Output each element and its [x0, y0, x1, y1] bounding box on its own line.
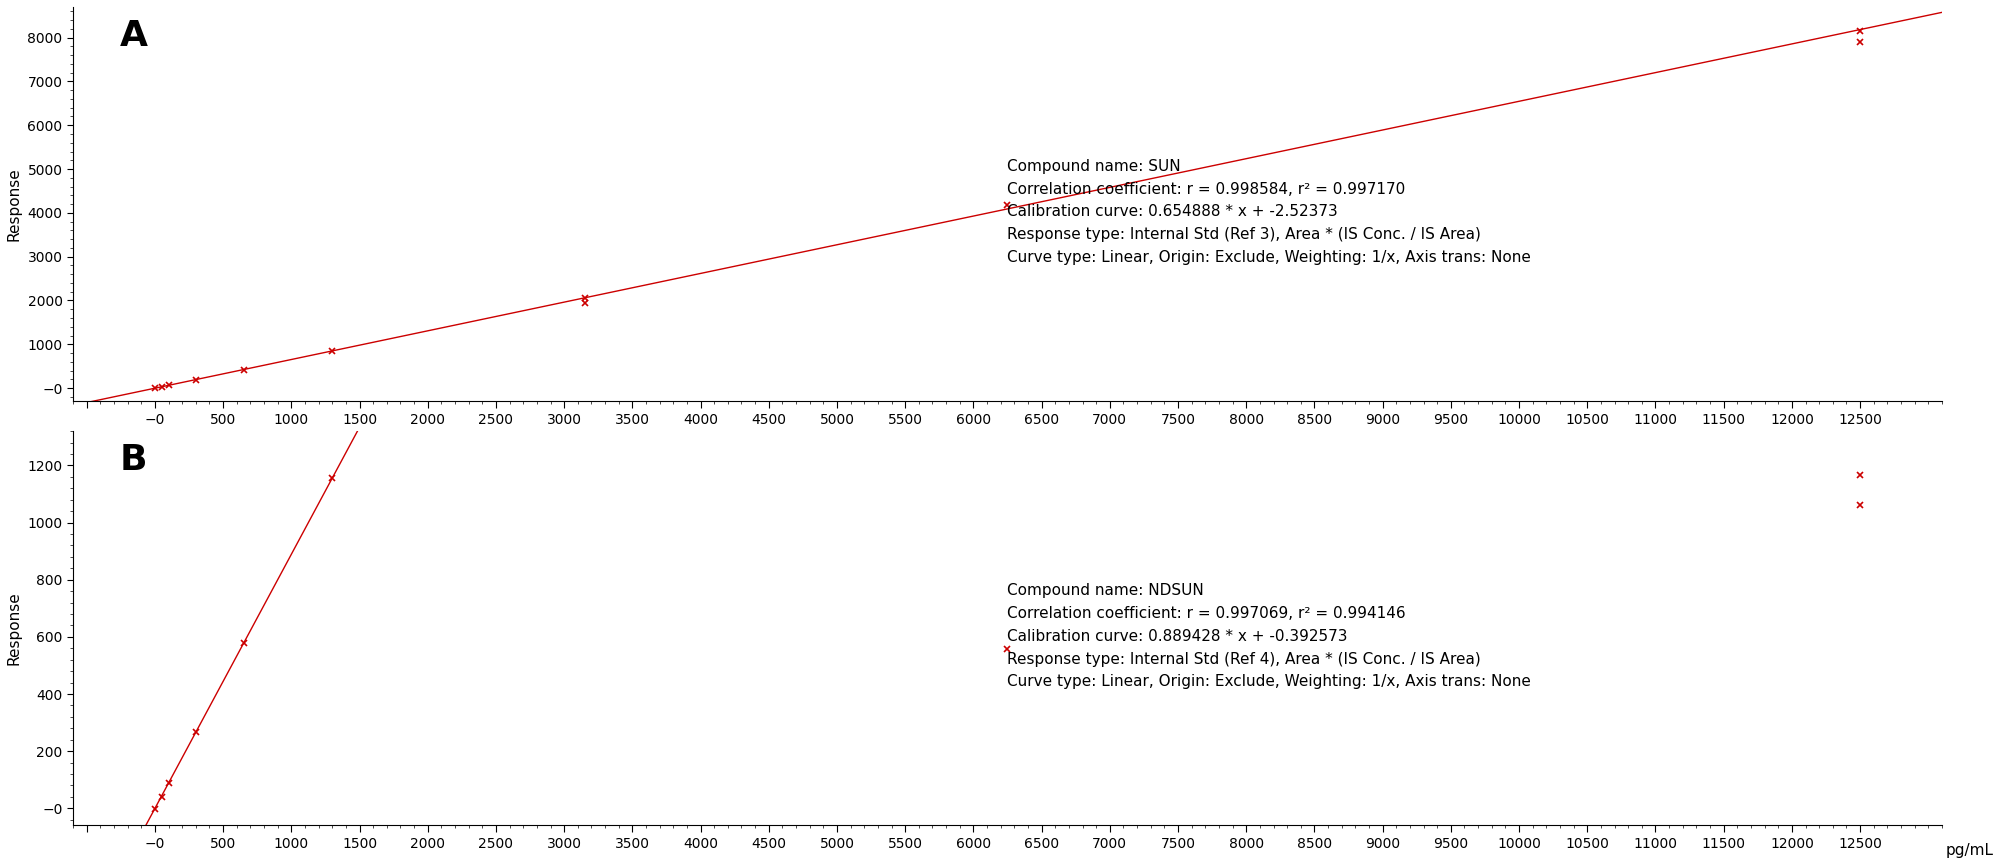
- Text: pg/mL: pg/mL: [1946, 843, 1994, 858]
- Y-axis label: Response: Response: [6, 592, 22, 666]
- Text: B: B: [120, 443, 148, 477]
- Text: Compound name: SUN
Correlation coefficient: r = 0.998584, r² = 0.997170
Calibrat: Compound name: SUN Correlation coefficie…: [1008, 159, 1532, 265]
- Text: A: A: [120, 19, 148, 53]
- Y-axis label: Response: Response: [6, 167, 22, 241]
- Text: Compound name: NDSUN
Correlation coefficient: r = 0.997069, r² = 0.994146
Calibr: Compound name: NDSUN Correlation coeffic…: [1008, 583, 1532, 690]
